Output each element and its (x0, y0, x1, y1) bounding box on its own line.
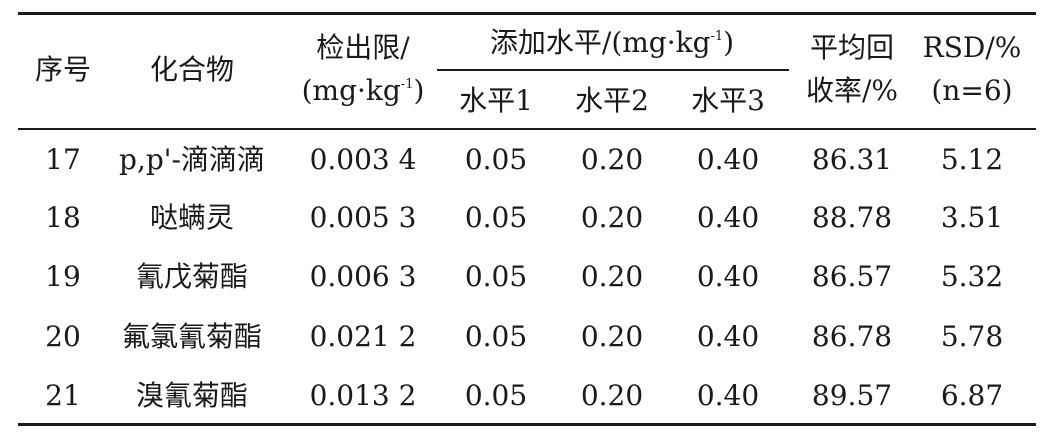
header-recovery-line2: 收率/% (805, 74, 899, 107)
cell-level-2: 0.20 (580, 260, 644, 293)
cell-recovery: 86.31 (811, 143, 893, 176)
cell-rsd: 5.32 (940, 260, 1004, 293)
cell-compound: p,p'-滴滴滴 (119, 143, 265, 176)
cell-rsd: 5.12 (940, 143, 1004, 176)
header-level-2: 水平2 (575, 84, 649, 117)
cell-level-2: 0.20 (580, 201, 644, 234)
cell-compound: 溴氰菊酯 (135, 379, 249, 412)
cell-level-1: 0.05 (464, 201, 528, 234)
header-lod-line1: 检出限/ (316, 31, 410, 64)
cell-level-1: 0.05 (464, 143, 528, 176)
cell-index: 18 (45, 201, 81, 234)
cell-lod: 0.005 3 (309, 201, 417, 234)
table-bottom-rule (18, 423, 1036, 426)
cell-level-1: 0.05 (464, 320, 528, 353)
cell-level-1: 0.05 (464, 260, 528, 293)
cell-index: 20 (45, 320, 81, 353)
header-index: 序号 (34, 53, 92, 86)
header-spike-level: 添加水平/(mg·kg-1) (489, 26, 735, 59)
cell-level-1: 0.05 (464, 379, 528, 412)
cell-compound: 哒螨灵 (149, 201, 235, 234)
cell-level-2: 0.20 (580, 143, 644, 176)
header-lod-line2: (mg·kg-1) (301, 74, 425, 107)
cell-index: 21 (45, 379, 81, 412)
cell-level-3: 0.40 (696, 320, 760, 353)
cell-lod: 0.013 2 (309, 379, 417, 412)
cell-lod: 0.006 3 (309, 260, 417, 293)
cell-recovery: 86.57 (811, 260, 893, 293)
cell-level-3: 0.40 (696, 201, 760, 234)
cell-index: 17 (45, 143, 81, 176)
header-level-3: 水平3 (691, 84, 765, 117)
cell-recovery: 88.78 (811, 201, 893, 234)
cell-lod: 0.021 2 (309, 320, 417, 353)
cell-recovery: 89.57 (811, 379, 893, 412)
cell-level-3: 0.40 (696, 143, 760, 176)
cell-level-2: 0.20 (580, 320, 644, 353)
header-recovery-line1: 平均回 (809, 31, 895, 64)
cell-rsd: 3.51 (940, 201, 1004, 234)
cell-compound: 氰戊菊酯 (135, 260, 249, 293)
spike-level-subrule (437, 69, 789, 71)
header-compound: 化合物 (149, 53, 235, 86)
cell-level-3: 0.40 (696, 379, 760, 412)
table-header-rule (18, 128, 1036, 130)
cell-rsd: 5.78 (940, 320, 1004, 353)
header-rsd-line2: (n=6) (931, 74, 1013, 107)
cell-compound: 氟氯氰菊酯 (121, 320, 263, 353)
cell-level-2: 0.20 (580, 379, 644, 412)
header-level-1: 水平1 (459, 84, 533, 117)
cell-lod: 0.003 4 (309, 143, 417, 176)
header-rsd-line1: RSD/% (922, 31, 1022, 64)
cell-rsd: 6.87 (940, 379, 1004, 412)
cell-index: 19 (45, 260, 81, 293)
table-top-rule (18, 12, 1036, 15)
cell-level-3: 0.40 (696, 260, 760, 293)
cell-recovery: 86.78 (811, 320, 893, 353)
